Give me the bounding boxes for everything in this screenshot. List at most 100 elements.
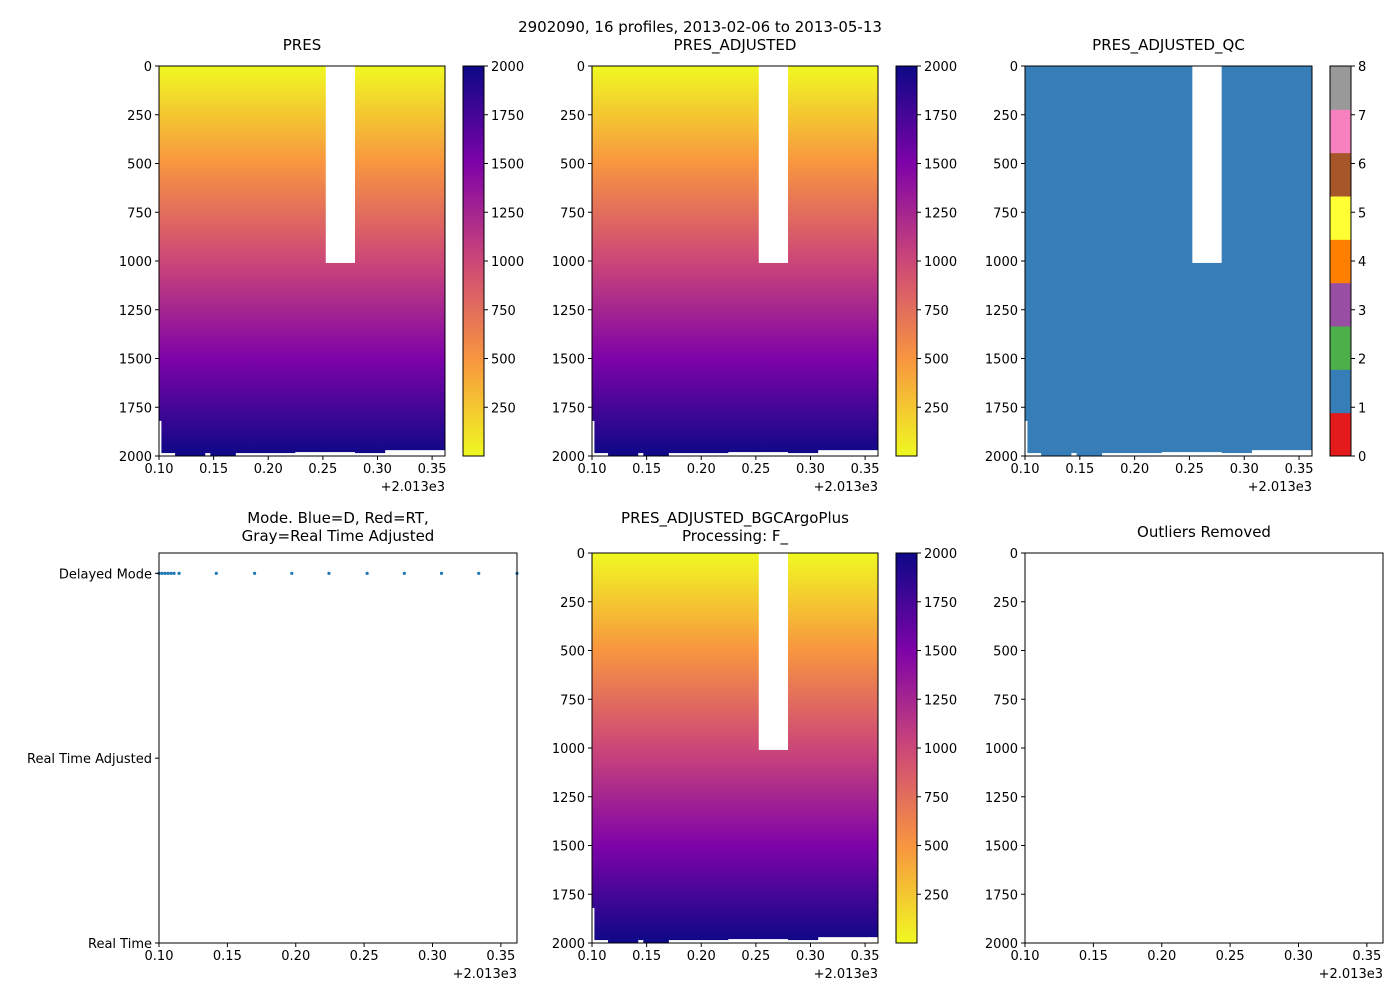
y-tick-label: 0 <box>577 60 585 75</box>
colorbar-tick-label: 250 <box>491 401 516 416</box>
axes-frame <box>1024 552 1384 944</box>
heatmap-cell <box>354 66 386 454</box>
y-tick-label: 750 <box>560 693 585 708</box>
y-tick-label: Real Time Adjusted <box>27 752 152 767</box>
heatmap-cell <box>1101 66 1162 454</box>
x-tick-label: 0.35 <box>851 462 880 477</box>
data-point <box>169 571 173 575</box>
colorbar-tick-label: 1000 <box>924 255 957 270</box>
heatmap-cell <box>817 553 879 938</box>
subplot-title: PRES_ADJUSTED_QC <box>1092 36 1245 55</box>
heatmap-cell <box>384 66 446 451</box>
colorbar-tick-label: 1000 <box>924 742 957 757</box>
heatmap-cell <box>608 66 639 456</box>
y-tick-label: 2000 <box>985 937 1018 952</box>
colorbar-segment <box>1330 282 1351 327</box>
colorbar-segment <box>1330 152 1351 197</box>
data-point <box>172 571 176 575</box>
x-tick-label: 0.15 <box>1079 949 1108 964</box>
y-tick-label: 250 <box>127 109 152 124</box>
x-tick-label: 0.15 <box>213 949 242 964</box>
heatmap-cell <box>592 66 595 421</box>
heatmap-cell <box>1041 66 1072 456</box>
heatmap-cell <box>1070 66 1078 454</box>
colorbar-tick-label: 250 <box>924 888 949 903</box>
colorbar-tick-label: 1250 <box>491 206 524 221</box>
x-tick-label: 0.30 <box>796 462 825 477</box>
heatmap-cell <box>594 66 609 454</box>
x-tick-label: 0.35 <box>418 462 447 477</box>
x-tick-label: 0.35 <box>486 949 515 964</box>
colorbar-segment <box>1330 66 1351 110</box>
heatmap-cell <box>643 553 669 943</box>
y-tick-label: 1000 <box>119 255 152 270</box>
x-tick-label: 0.10 <box>1011 949 1040 964</box>
y-tick-label: 2000 <box>985 450 1018 465</box>
x-tick-label: 0.25 <box>308 462 337 477</box>
y-tick-label: 2000 <box>552 450 585 465</box>
y-tick-label: 1250 <box>552 304 585 319</box>
colorbar-segment <box>1330 239 1351 284</box>
y-tick-label: 1750 <box>985 401 1018 416</box>
data-point <box>163 571 167 575</box>
x-offset-label: +2.013e3 <box>381 480 445 495</box>
x-offset-label: +2.013e3 <box>453 967 517 982</box>
y-tick-label: 0 <box>1010 60 1018 75</box>
colorbar-tick-label: 1750 <box>924 596 957 611</box>
subplot-title: PRES_ADJUSTED <box>674 36 797 55</box>
data-point <box>477 571 481 575</box>
subplot-title: PRES_ADJUSTED_BGCArgoPlus <box>621 509 849 528</box>
data-point <box>177 571 181 575</box>
x-tick-label: 0.15 <box>632 462 661 477</box>
colorbar-tick-label: 2000 <box>491 60 524 75</box>
heatmap-cell <box>758 262 789 453</box>
x-tick-label: 0.10 <box>578 462 607 477</box>
x-tick-label: 0.30 <box>1230 462 1259 477</box>
x-tick-label: 0.10 <box>578 949 607 964</box>
y-tick-label: 500 <box>993 645 1018 660</box>
colorbar-tick-label: 1250 <box>924 693 957 708</box>
x-tick-label: 0.35 <box>851 949 880 964</box>
subplot-5: Outliers Removed 0.10 0.15 0.20 0.25 0.30 0.35… <box>985 523 1384 982</box>
data-point <box>214 571 218 575</box>
x-tick-label: 0.15 <box>1065 462 1094 477</box>
x-tick-label: 0.20 <box>1147 949 1176 964</box>
x-tick-label: 0.30 <box>418 949 447 964</box>
heatmap-cell <box>161 66 176 454</box>
x-tick-label: 0.15 <box>199 462 228 477</box>
y-tick-label: 1000 <box>552 255 585 270</box>
subplot-0: PRES 0.10 0.15 0.20 0.25 0.30 0.35 +2.013e3 0 250… <box>119 36 524 495</box>
x-tick-label: 0.20 <box>254 462 283 477</box>
heatmap-cell <box>1161 66 1193 453</box>
data-point <box>252 571 257 575</box>
colorbar-segment <box>1330 326 1351 370</box>
data-point <box>290 571 294 575</box>
y-tick-label: 1500 <box>985 840 1018 855</box>
y-tick-label: 1500 <box>119 353 152 368</box>
colorbar-gradient <box>896 553 917 943</box>
colorbar-tick-label: 750 <box>924 304 949 319</box>
y-tick-label: 1250 <box>985 791 1018 806</box>
axes-frame <box>158 552 518 944</box>
colorbar-tick-label: 5 <box>1358 206 1366 221</box>
heatmap-cell <box>787 553 819 941</box>
subplot-title: Processing: F_ <box>682 527 789 546</box>
heatmap-cell <box>175 66 206 456</box>
y-tick-label: 2000 <box>552 937 585 952</box>
heatmap-cell <box>204 66 211 454</box>
heatmap-cell <box>1251 66 1313 451</box>
y-tick-label: 1750 <box>552 888 585 903</box>
x-tick-label: 0.20 <box>687 949 716 964</box>
data-point <box>439 571 444 575</box>
y-tick-label: 250 <box>993 596 1018 611</box>
colorbar-tick-label: 1000 <box>491 255 524 270</box>
colorbar-segment <box>1330 369 1351 414</box>
x-tick-label: 0.25 <box>1216 949 1245 964</box>
y-tick-label: 2000 <box>119 450 152 465</box>
y-tick-label: 1500 <box>552 353 585 368</box>
heatmap-cell <box>817 66 879 451</box>
x-tick-label: 0.25 <box>741 462 770 477</box>
colorbar-tick-label: 1250 <box>924 206 957 221</box>
colorbar-tick-label: 1750 <box>491 109 524 124</box>
